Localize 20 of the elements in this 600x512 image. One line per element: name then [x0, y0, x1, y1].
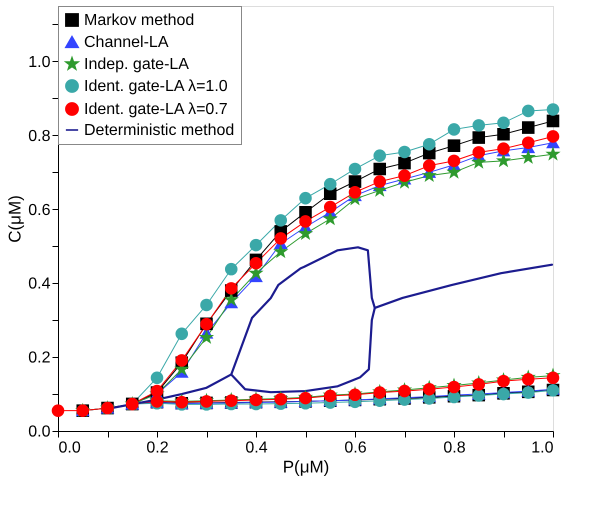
x-tick-label: 0.0 — [58, 440, 81, 456]
x-tick-label: 0.2 — [146, 440, 169, 456]
y-tick-label: 0.4 — [28, 276, 51, 293]
x-tick-label: 0.4 — [245, 440, 268, 456]
legend-label: Ident. gate-LA λ=1.0 — [84, 78, 228, 95]
x-axis-title: P(μM) — [282, 458, 330, 476]
y-tick-label: 1.0 — [28, 54, 51, 71]
legend-label: Channel-LA — [84, 34, 169, 51]
x-tick-label: 0.8 — [443, 440, 466, 456]
y-tick-label: 0.2 — [28, 350, 51, 367]
x-tick-label: 1.0 — [531, 440, 554, 456]
x-tick-label: 0.6 — [344, 440, 367, 456]
legend-label: Markov method — [84, 12, 194, 29]
y-tick-label: 0.6 — [28, 202, 51, 219]
y-axis-title: C(μM) — [5, 195, 24, 243]
y-tick-label: 0.0 — [28, 424, 51, 440]
y-tick-label: 0.8 — [28, 128, 51, 145]
legend-label: Deterministic method — [84, 122, 234, 139]
legend-label: Indep. gate-LA — [84, 56, 190, 73]
legend-label: Ident. gate-LA λ=0.7 — [84, 101, 228, 118]
